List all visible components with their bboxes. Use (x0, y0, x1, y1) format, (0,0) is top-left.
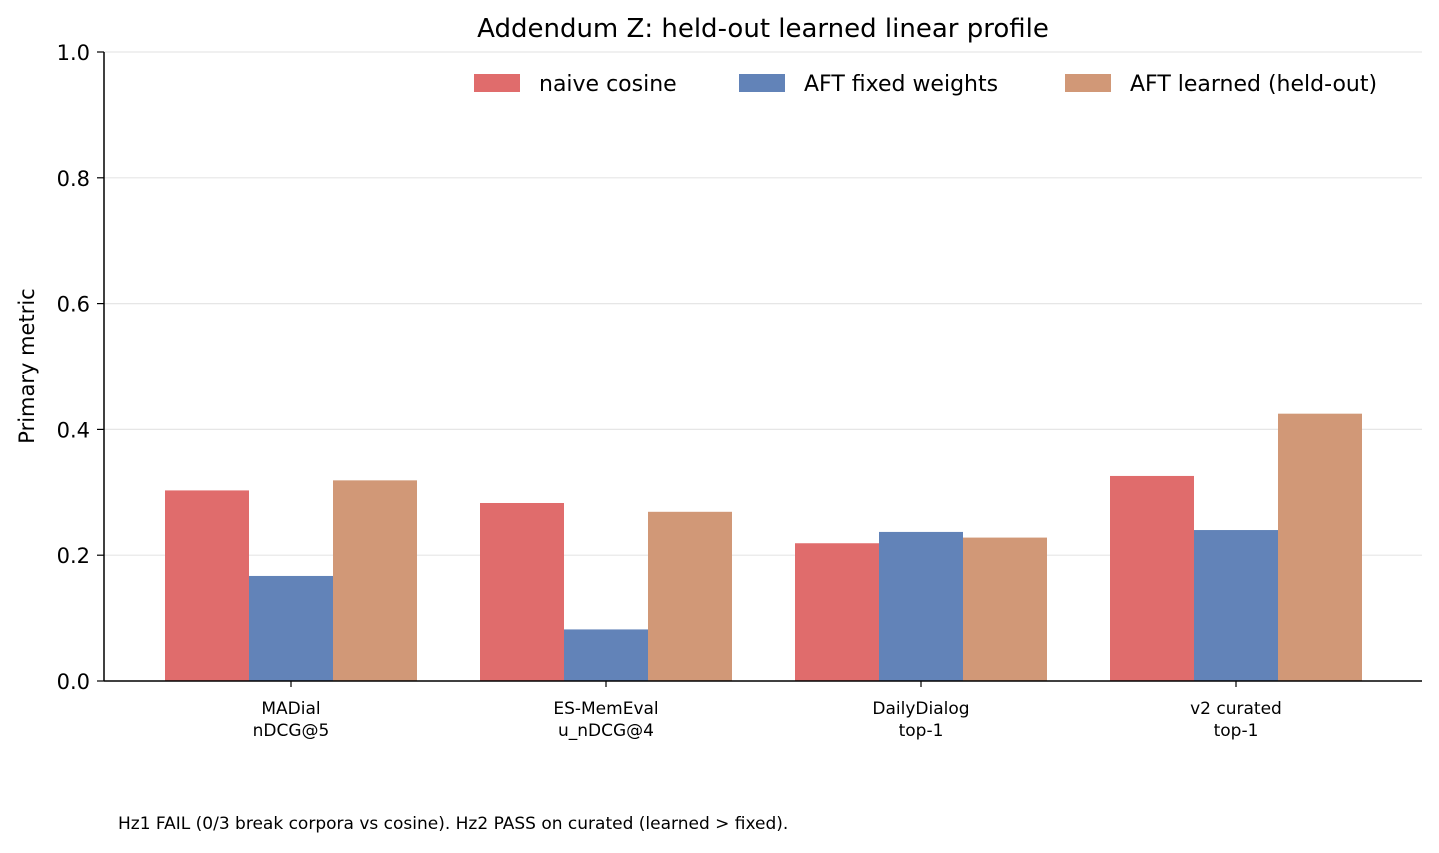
axes (97, 51, 1422, 687)
legend-swatch (739, 74, 785, 92)
bar (963, 537, 1047, 681)
x-tick-label: MADial (261, 699, 320, 719)
y-tick-label: 0.6 (57, 293, 90, 317)
bar (1110, 475, 1194, 681)
legend-label: AFT learned (held-out) (1130, 72, 1377, 97)
bar (564, 629, 648, 681)
legend-swatch (474, 74, 520, 92)
x-tick-label: v2 curated (1190, 699, 1282, 719)
bar (249, 575, 333, 681)
y-tick-label: 0.8 (57, 167, 90, 191)
y-tick-label: 0.2 (57, 544, 90, 568)
footnote: Hz1 FAIL (0/3 break corpora vs cosine). … (118, 814, 789, 834)
legend: naive cosine AFT fixed weights AFT learned… (474, 72, 1377, 97)
legend-label: AFT fixed weights (804, 72, 998, 97)
y-tick-label: 0.4 (57, 418, 90, 442)
bar (1278, 413, 1362, 681)
x-tick-label: nDCG@5 (253, 721, 330, 741)
bar (648, 511, 732, 681)
legend-label: naive cosine (539, 72, 677, 97)
y-tick-label: 0.0 (57, 670, 90, 694)
bar (879, 531, 963, 681)
bar (1194, 530, 1278, 681)
bar (795, 543, 879, 681)
legend-swatch (1065, 74, 1111, 92)
bar (165, 490, 249, 681)
bars (165, 413, 1362, 681)
bar (333, 480, 417, 681)
chart-title: Addendum Z: held-out learned linear prof… (477, 14, 1049, 44)
x-tick-label: top-1 (899, 721, 944, 741)
bar (480, 502, 564, 681)
gridlines (104, 51, 1422, 556)
x-tick-label: top-1 (1214, 721, 1259, 741)
y-tick-label: 1.0 (57, 41, 90, 65)
x-tick-label: ES-MemEval (553, 699, 658, 719)
x-tick-label: DailyDialog (872, 699, 969, 719)
y-axis-label: Primary metric (15, 288, 39, 443)
x-tick-label: u_nDCG@4 (558, 721, 654, 741)
